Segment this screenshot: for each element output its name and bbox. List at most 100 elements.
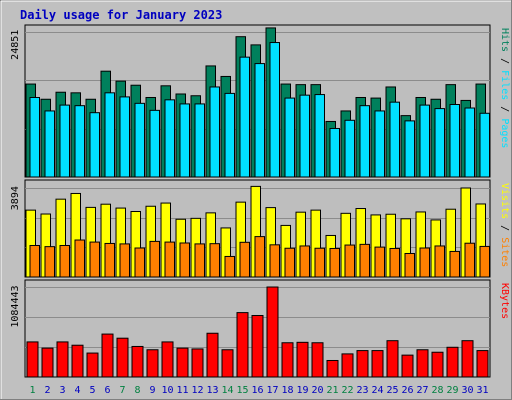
bar-kbytes-day-11 [176, 347, 189, 378]
bar-files-day-7 [119, 96, 130, 178]
bar-kbytes-day-13 [206, 332, 219, 378]
bar-kbytes-day-20 [311, 342, 324, 378]
bar-files-day-24 [374, 110, 385, 178]
bar-sites-day-1 [29, 245, 40, 278]
bar-files-day-4 [74, 105, 85, 178]
day-label-4: 4 [74, 385, 80, 396]
bar-kbytes-day-6 [101, 333, 114, 378]
bar-sites-day-19 [299, 245, 310, 278]
bar-kbytes-day-19 [296, 341, 309, 378]
bar-files-day-28 [434, 108, 445, 178]
bar-sites-day-8 [134, 247, 145, 278]
bar-files-day-18 [284, 97, 295, 178]
bar-files-day-3 [59, 104, 70, 178]
legend-files: Files [499, 70, 510, 100]
kbytes-panel: 1084443 KBytes [10, 279, 510, 378]
bar-kbytes-day-28 [431, 351, 444, 378]
bar-sites-day-26 [404, 252, 415, 278]
day-label-5: 5 [89, 385, 95, 396]
bar-kbytes-day-7 [116, 337, 129, 378]
bar-sites-day-31 [479, 245, 490, 278]
visits-sites-max-label: 3894 [10, 186, 21, 210]
bar-sites-day-14 [224, 255, 235, 278]
day-label-10: 10 [161, 385, 173, 396]
legend- /: / [499, 219, 510, 237]
day-label-3: 3 [59, 385, 65, 396]
bar-files-day-10 [164, 99, 175, 178]
bar-files-day-31 [479, 112, 490, 178]
kbytes-legend: KBytes [499, 283, 510, 319]
bar-kbytes-day-16 [251, 314, 264, 378]
bar-kbytes-day-3 [56, 341, 69, 378]
bar-sites-day-18 [284, 247, 295, 278]
day-label-19: 19 [296, 385, 308, 396]
hits-files-legend: Hits / Files / Pages [499, 28, 510, 148]
day-label-23: 23 [356, 385, 368, 396]
day-labels: 1 2 3 4 5 6 7 8 9 10 11 12 13 14 15 16 17 18 19 20 21 22 23 24 2… [29, 385, 488, 396]
bar-sites-day-29 [449, 250, 460, 278]
bar-sites-day-13 [209, 243, 220, 278]
hits-files-panel: 24851 Hits / Files / Pages [10, 24, 510, 178]
bar-sites-day-11 [179, 242, 190, 278]
kbytes-max-label: 1084443 [10, 285, 21, 327]
bar-sites-day-25 [389, 247, 400, 278]
legend-kbytes: KBytes [499, 283, 510, 319]
bar-kbytes-day-22 [341, 353, 354, 378]
bar-kbytes-day-17 [266, 286, 279, 378]
bar-kbytes-day-29 [446, 346, 459, 378]
day-label-26: 26 [401, 385, 413, 396]
bar-kbytes-day-2 [41, 347, 54, 378]
day-label-15: 15 [236, 385, 248, 396]
bar-files-day-17 [269, 42, 280, 178]
day-label-17: 17 [266, 385, 278, 396]
bar-sites-day-16 [254, 236, 265, 278]
bar-kbytes-day-10 [161, 341, 174, 378]
bar-kbytes-day-18 [281, 342, 294, 378]
day-label-6: 6 [104, 385, 110, 396]
bar-sites-day-9 [149, 240, 160, 278]
legend- /: / [499, 52, 510, 70]
hits-files-max-label: 24851 [10, 30, 21, 60]
bar-kbytes-day-24 [371, 350, 384, 378]
day-label-22: 22 [341, 385, 353, 396]
day-label-11: 11 [176, 385, 188, 396]
bar-kbytes-day-9 [146, 349, 159, 378]
bar-kbytes-day-27 [416, 349, 429, 378]
day-label-16: 16 [251, 385, 263, 396]
legend- /: / [499, 100, 510, 118]
legend-pages: Pages [499, 118, 510, 148]
bar-files-day-22 [344, 119, 355, 178]
day-label-25: 25 [386, 385, 398, 396]
bar-files-day-11 [179, 103, 190, 178]
visits-sites-panel: 3894 Visits / Sites [10, 179, 510, 278]
bar-files-day-25 [389, 101, 400, 178]
bar-sites-day-7 [119, 243, 130, 278]
day-label-31: 31 [476, 385, 488, 396]
bar-files-day-2 [44, 110, 55, 178]
bar-sites-day-20 [314, 247, 325, 278]
day-label-18: 18 [281, 385, 293, 396]
day-label-12: 12 [191, 385, 203, 396]
bar-kbytes-day-12 [191, 348, 204, 378]
bar-sites-day-4 [74, 239, 85, 278]
bar-files-day-12 [194, 103, 205, 178]
day-label-30: 30 [461, 385, 473, 396]
bar-files-day-9 [149, 109, 160, 178]
bar-kbytes-day-1 [26, 341, 39, 378]
bar-files-day-19 [299, 94, 310, 178]
bar-files-day-23 [359, 105, 370, 178]
bar-files-day-30 [464, 107, 475, 178]
bar-kbytes-day-8 [131, 345, 144, 378]
bar-files-day-1 [29, 96, 40, 178]
bar-kbytes-day-15 [236, 312, 249, 378]
bar-files-day-6 [104, 92, 115, 178]
day-label-7: 7 [119, 385, 125, 396]
bar-kbytes-day-4 [71, 344, 84, 378]
bar-kbytes-day-5 [86, 352, 99, 378]
bar-sites-day-3 [59, 245, 70, 278]
day-label-2: 2 [44, 385, 50, 396]
bar-sites-day-17 [269, 244, 280, 278]
bar-files-day-5 [89, 112, 100, 178]
day-label-13: 13 [206, 385, 218, 396]
bar-files-day-29 [449, 104, 460, 178]
